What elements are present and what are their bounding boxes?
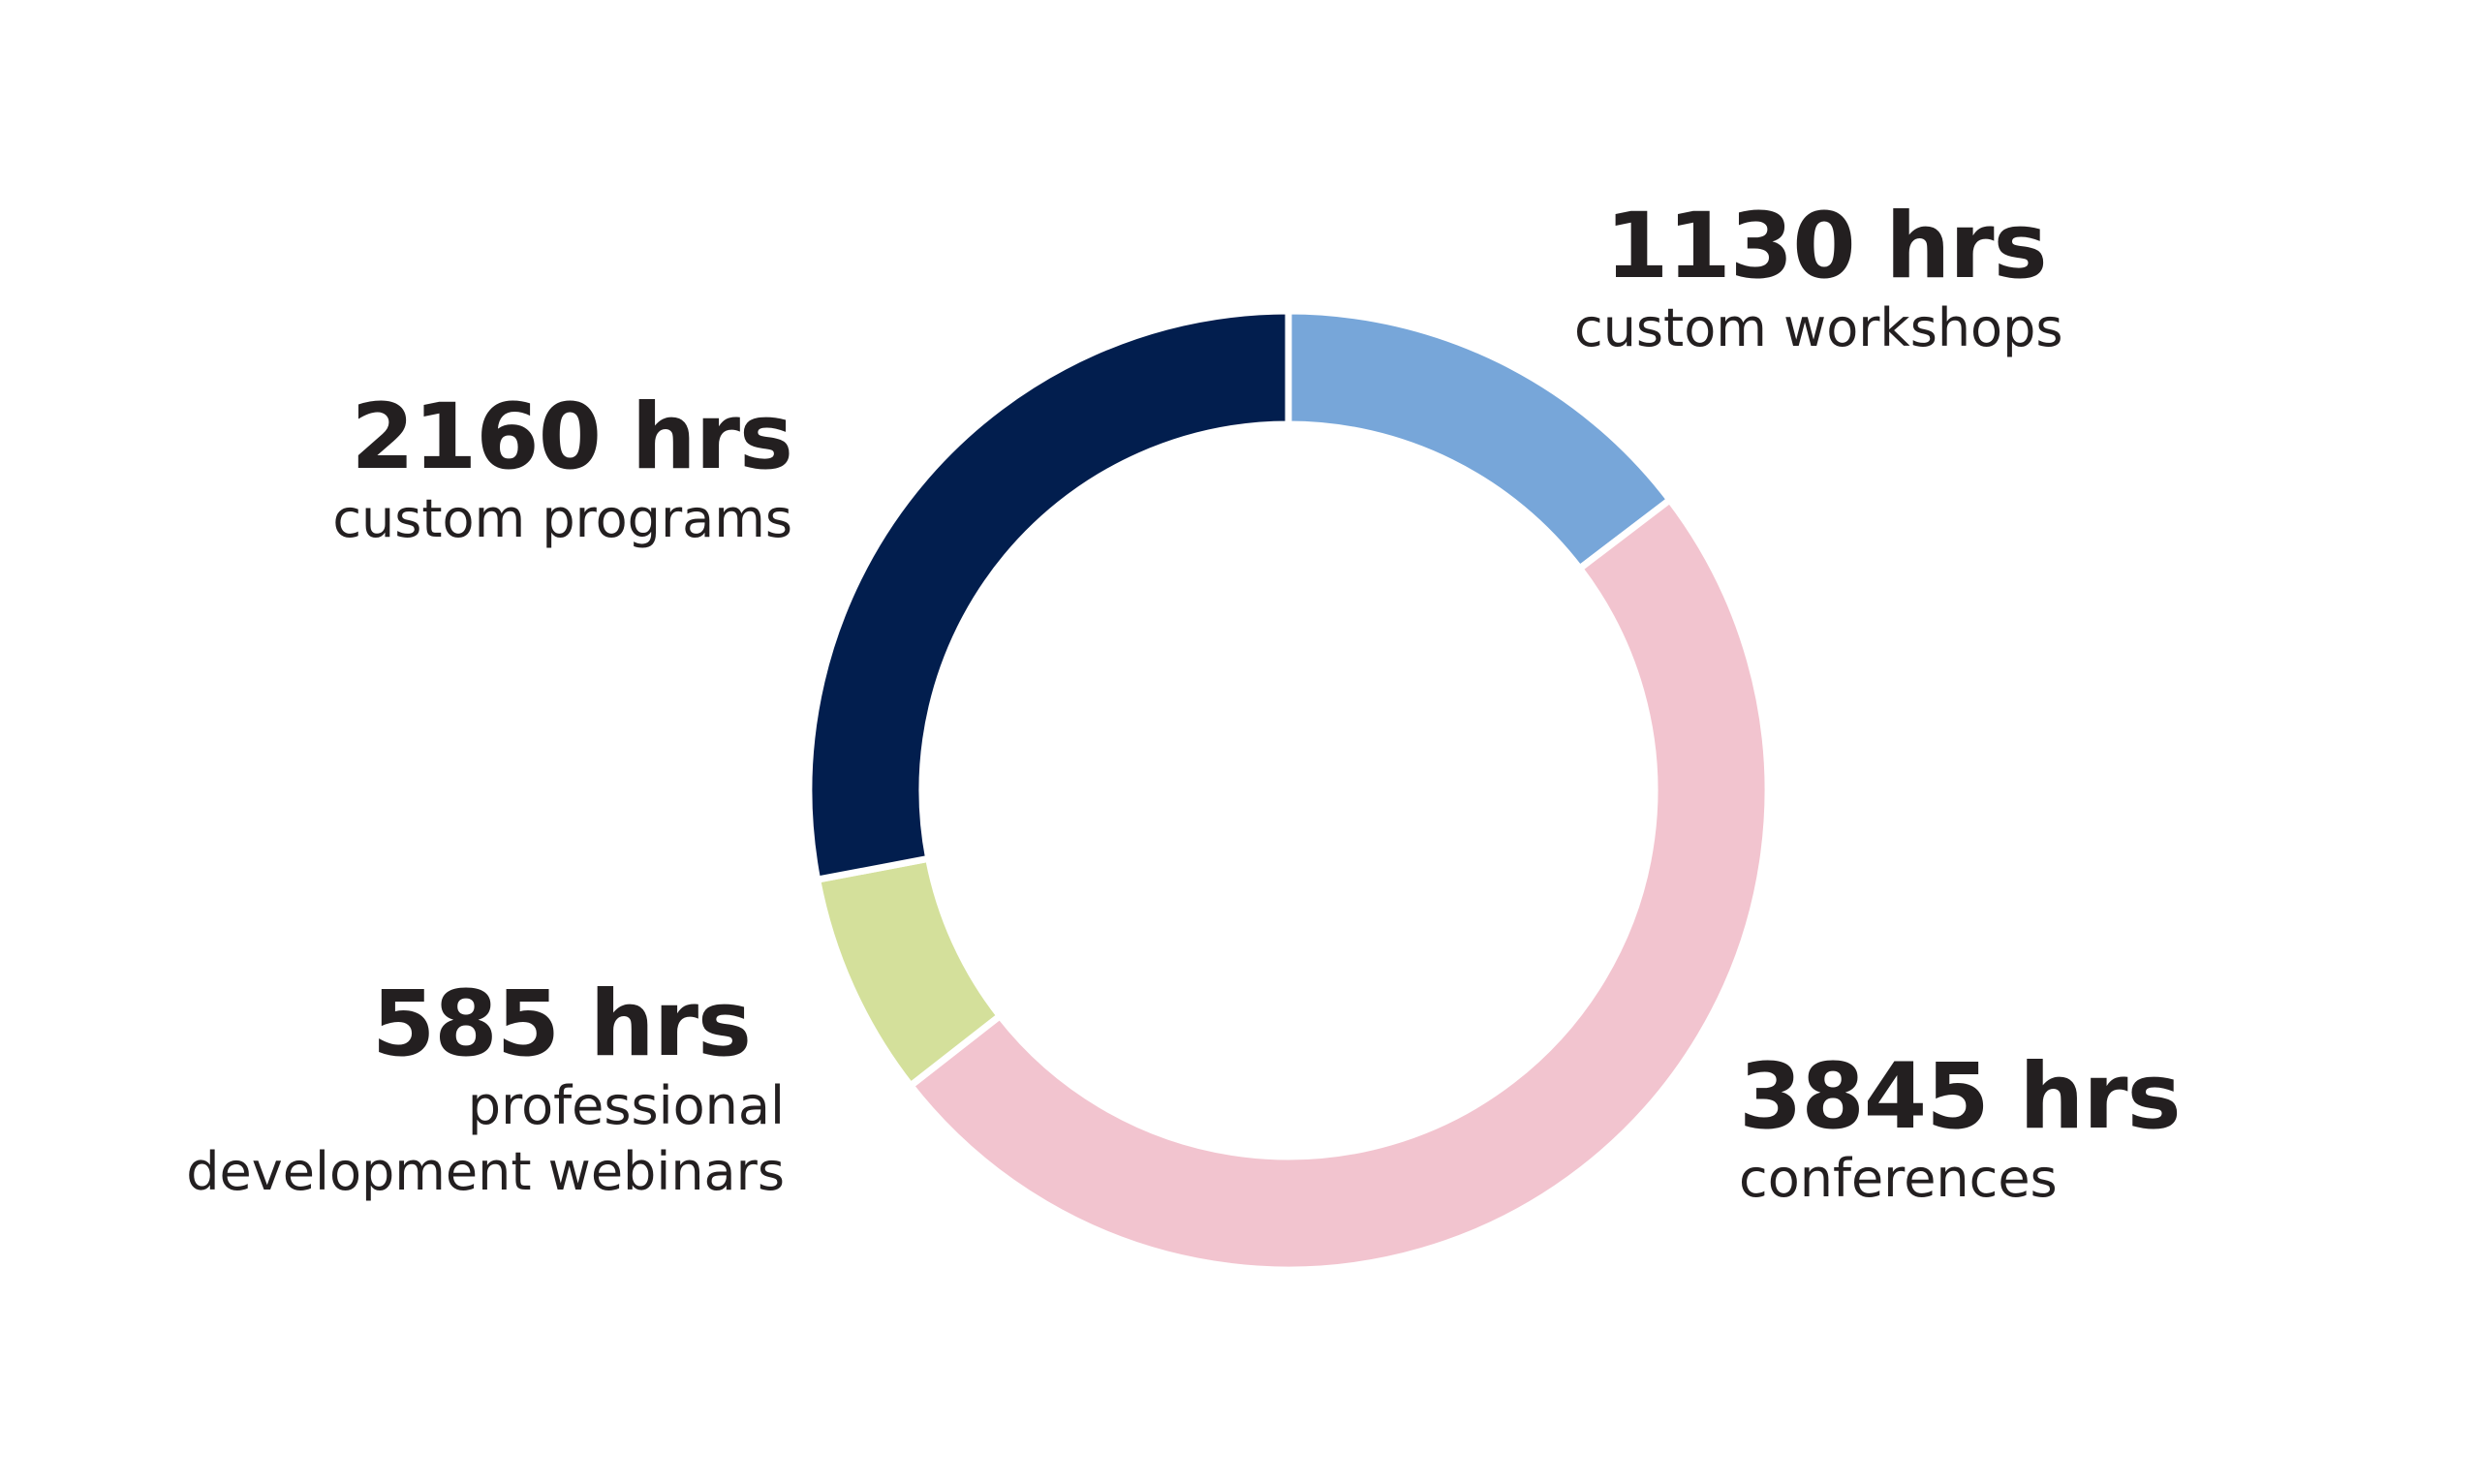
- value-custom-workshops: 1130 hrs: [1605, 194, 2048, 299]
- value-professional-development-webinars: 585 hrs: [371, 972, 752, 1077]
- label-custom-programs: 2160 hrs custom programs: [332, 385, 793, 552]
- value-custom-programs: 2160 hrs: [351, 385, 793, 490]
- label-custom-workshops: 1130 hrs custom workshops: [1574, 199, 2063, 361]
- category-webinars-line1: professional: [467, 1075, 785, 1136]
- label-professional-development-webinars: 585 hrs professional development webinar…: [186, 976, 785, 1205]
- category-custom-programs: custom programs: [332, 488, 792, 549]
- slice-conferences: [906, 495, 1772, 1274]
- category-conferences: conferences: [1739, 1148, 2058, 1209]
- label-conferences: 3845 hrs conferences: [1739, 1044, 2182, 1212]
- category-webinars-line2: development webinars: [186, 1141, 785, 1202]
- slice-custom-programs: [805, 307, 1292, 884]
- category-custom-workshops: custom workshops: [1574, 297, 2063, 358]
- value-conferences: 3845 hrs: [1739, 1044, 2182, 1150]
